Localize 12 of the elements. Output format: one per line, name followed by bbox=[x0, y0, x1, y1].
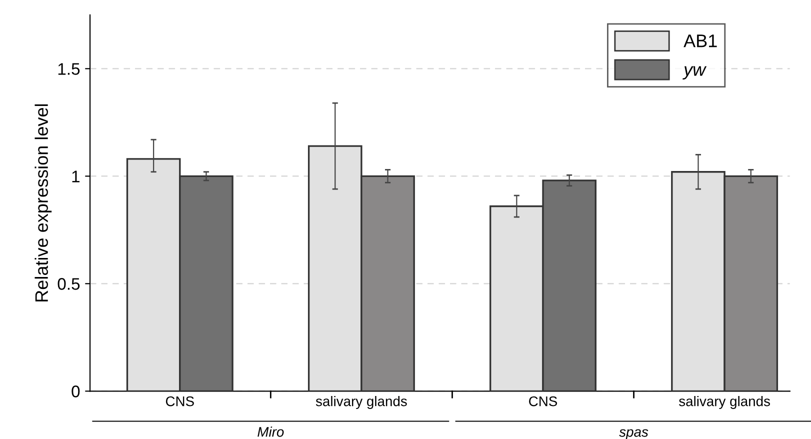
legend-label: AB1 bbox=[684, 34, 717, 48]
x-tick-label: CNS bbox=[529, 396, 558, 406]
y-axis-title: Relative expression level bbox=[34, 104, 52, 302]
x-tick-label: salivary glands bbox=[679, 396, 770, 409]
x-tick-label: CNS bbox=[166, 396, 194, 406]
x-tick-label: salivary glands bbox=[316, 396, 407, 409]
y-tick-label: 0.5 bbox=[58, 278, 80, 290]
y-tick-label: 1.5 bbox=[58, 63, 80, 75]
y-tick-label: 1 bbox=[72, 170, 80, 182]
text: Miro bbox=[258, 426, 284, 437]
legend-label: yw bbox=[682, 66, 707, 80]
y-tick-label: 0 bbox=[72, 386, 80, 398]
